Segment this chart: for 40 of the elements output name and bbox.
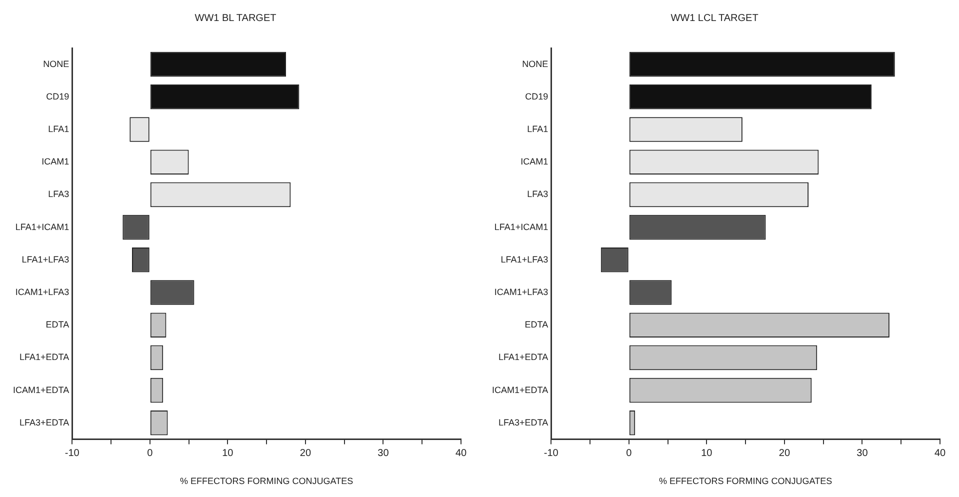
y-tick-label: LFA1+LFA3 (22, 254, 70, 264)
y-tick-label: EDTA (524, 320, 548, 330)
x-tick-label: 20 (300, 448, 312, 459)
y-tick-label: LFA1+EDTA (498, 352, 548, 362)
y-tick-label: CD19 (525, 91, 548, 102)
y-tick-label: LFA1+EDTA (19, 352, 70, 362)
y-tick-label: NONE (522, 58, 548, 69)
x-axis-title: % EFFECTORS FORMING CONJUGATES (180, 476, 354, 486)
y-tick-label: ICAM1+EDTA (492, 384, 548, 395)
x-tick-label: 40 (934, 448, 946, 459)
y-tick-label: LFA1+ICAM1 (494, 222, 548, 232)
y-tick-label: ICAM1+LFA3 (15, 286, 70, 297)
x-tick-label: 0 (626, 448, 632, 459)
x-axis-title: % EFFECTORS FORMING CONJUGATES (658, 476, 832, 486)
y-tick-label: LFA3 (527, 189, 548, 200)
x-tick-label: -10 (64, 448, 80, 459)
y-tick-label: LFA1 (527, 124, 548, 134)
x-tick-label: 0 (147, 448, 154, 459)
chart-title: WW1 BL TARGET (194, 12, 276, 24)
x-tick-label: 20 (778, 448, 790, 459)
y-tick-label: LFA3 (48, 189, 70, 200)
y-tick-label: NONE (43, 58, 70, 69)
y-tick-label: LFA1 (48, 124, 70, 134)
y-tick-label: ICAM1 (520, 156, 548, 167)
x-tick-label: 30 (856, 448, 868, 459)
x-tick-label: -10 (544, 448, 559, 459)
x-tick-label: 30 (378, 448, 390, 459)
x-tick-label: 40 (455, 448, 467, 459)
y-tick-label: EDTA (46, 320, 70, 330)
y-tick-label: LFA1+LFA3 (500, 254, 548, 264)
x-tick-label: 10 (222, 448, 234, 459)
y-tick-label: LFA1+ICAM1 (15, 222, 70, 232)
y-tick-label: ICAM1+LFA3 (494, 286, 548, 297)
y-tick-label: LFA3+EDTA (498, 417, 548, 428)
x-tick-label: 10 (701, 448, 713, 459)
y-tick-label: CD19 (46, 91, 70, 102)
chart-title: WW1 LCL TARGET (670, 12, 758, 24)
y-tick-label: LFA3+EDTA (19, 417, 70, 428)
y-tick-label: ICAM1+EDTA (12, 384, 70, 395)
y-tick-label: ICAM1 (42, 156, 70, 167)
